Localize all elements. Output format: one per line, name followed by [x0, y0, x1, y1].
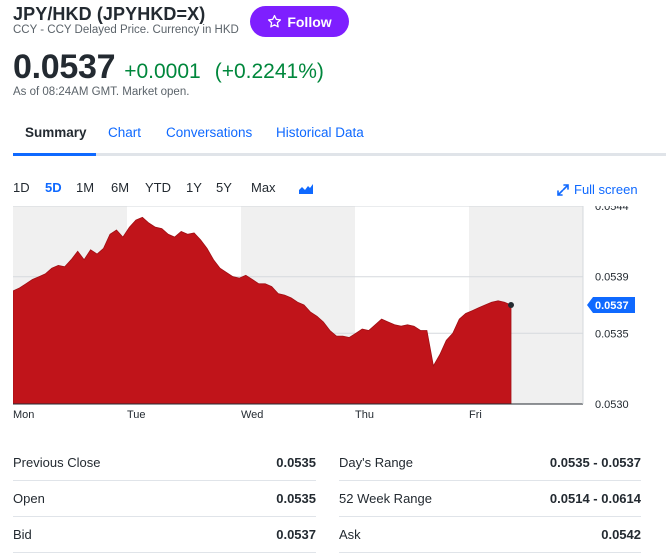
star-icon	[268, 14, 282, 28]
range-ytd[interactable]: YTD	[145, 180, 171, 195]
stat-label: Bid	[13, 527, 32, 542]
full-screen-button[interactable]: Full screen	[557, 182, 638, 197]
stat-label: Ask	[339, 527, 361, 542]
range-max[interactable]: Max	[251, 180, 276, 195]
price-change: +0.0001	[124, 60, 201, 83]
stat-value: 0.0535	[276, 455, 316, 470]
range-1m[interactable]: 1M	[76, 180, 95, 195]
stat-value: 0.0542	[601, 527, 641, 542]
stat-open: Open 0.0535	[13, 481, 316, 517]
price-row: 0.0537 +0.0001 (+0.2241%)	[13, 48, 324, 87]
y-tick-label: 0.0535	[595, 328, 629, 340]
follow-button[interactable]: Follow	[250, 6, 349, 37]
last-price-marker	[508, 302, 514, 308]
page-title: JPY/HKD (JPYHKD=X)	[13, 4, 206, 24]
x-tick-label: Fri	[469, 409, 482, 421]
stat-label: Day's Range	[339, 455, 414, 470]
current-price-tag	[587, 297, 635, 313]
range-1d[interactable]: 1D	[13, 180, 30, 195]
x-tick-label: Wed	[241, 409, 263, 421]
tab-summary[interactable]: Summary	[25, 125, 87, 140]
stat-days-range: Day's Range 0.0535 - 0.0537	[339, 445, 641, 481]
price-area-series	[13, 216, 512, 405]
x-tick-label: Tue	[127, 409, 146, 421]
stat-ask: Ask 0.0542	[339, 517, 641, 553]
stat-bid: Bid 0.0537	[13, 517, 316, 553]
as-of-timestamp: As of 08:24AM GMT. Market open.	[13, 86, 190, 98]
stat-value: 0.0535	[276, 491, 316, 506]
active-tab-indicator	[13, 153, 96, 156]
range-5d[interactable]: 5D	[45, 180, 62, 195]
quote-subtitle: CCY - CCY Delayed Price. Currency in HKD	[13, 24, 239, 36]
stat-label: 52 Week Range	[339, 491, 432, 506]
y-tick-label: 0.0530	[595, 399, 629, 411]
stat-label: Previous Close	[13, 455, 101, 470]
y-tick-label: 0.0544	[595, 206, 629, 213]
range-5y[interactable]: 5Y	[216, 180, 232, 195]
stat-previous-close: Previous Close 0.0535	[13, 445, 316, 481]
quote-tabs: Summary Chart Conversations Historical D…	[13, 116, 666, 156]
stat-value: 0.0537	[276, 527, 316, 542]
range-1y[interactable]: 1Y	[186, 180, 202, 195]
mountain-chart-icon[interactable]	[299, 184, 313, 194]
full-screen-label: Full screen	[574, 182, 638, 197]
tab-chart[interactable]: Chart	[108, 125, 142, 140]
x-tick-label: Mon	[13, 409, 34, 421]
x-tick-label: Thu	[355, 409, 374, 421]
current-price: 0.0537	[13, 48, 116, 86]
range-6m[interactable]: 6M	[111, 180, 130, 195]
expand-icon	[557, 183, 569, 196]
y-tick-label: 0.0539	[595, 272, 629, 284]
tab-conversations[interactable]: Conversations	[166, 125, 253, 140]
stat-value: 0.0514 - 0.0614	[549, 491, 641, 506]
stat-label: Open	[13, 491, 45, 506]
stat-value: 0.0535 - 0.0537	[549, 455, 641, 470]
stat-52-week-range: 52 Week Range 0.0514 - 0.0614	[339, 481, 641, 517]
current-price-tag-label: 0.0537	[595, 300, 629, 312]
price-chart[interactable]: 0.0544 0.0539 0.0535 0.0530 Mon Tue Wed Thu Fri 0…	[13, 206, 653, 426]
price-change-percent: (+0.2241%)	[214, 60, 324, 83]
tab-historical-data[interactable]: Historical Data	[276, 125, 364, 140]
follow-label: Follow	[287, 13, 332, 30]
